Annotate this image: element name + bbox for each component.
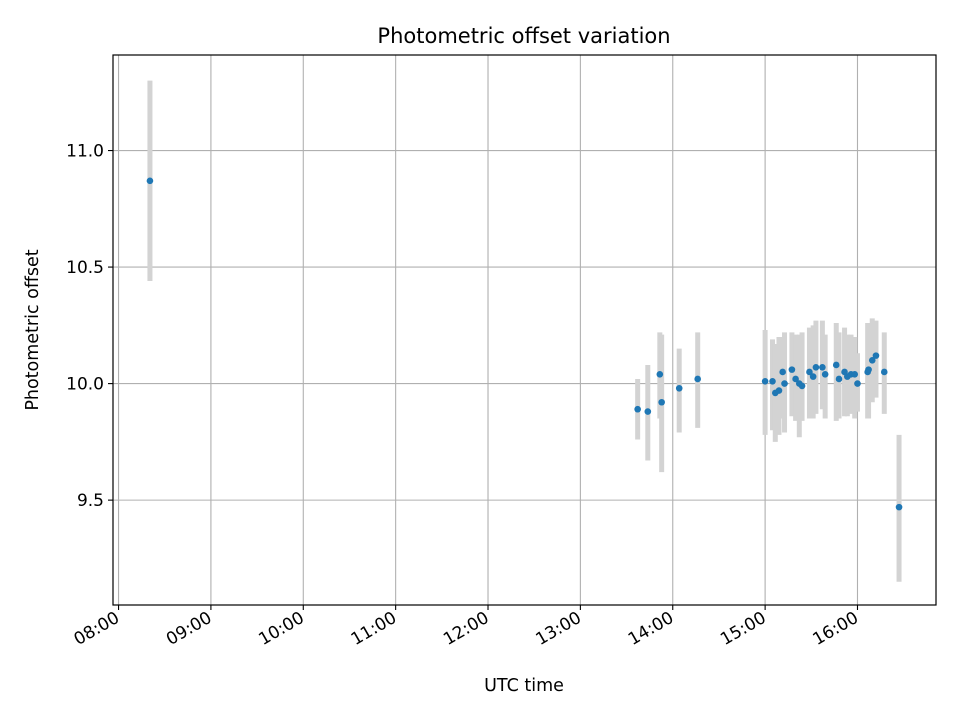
data-point [851, 370, 859, 378]
data-point [634, 405, 641, 413]
data-point [819, 363, 826, 371]
x-tick-label: 11:00 [348, 608, 400, 650]
x-tick-label: 15:00 [717, 608, 769, 650]
data-point [868, 356, 876, 364]
data-point [835, 375, 843, 383]
data-point [895, 503, 903, 511]
data-point [832, 361, 840, 369]
data-point [775, 387, 783, 394]
grid-lines [113, 55, 936, 605]
data-point [761, 377, 769, 385]
y-axis-label: Photometric offset [23, 249, 43, 410]
data-point [146, 177, 154, 185]
data-point [656, 370, 664, 378]
data-point [792, 375, 799, 383]
data-point [872, 352, 880, 359]
data-point [675, 384, 683, 392]
chart-title: Photometric offset variation [377, 24, 670, 48]
data-points [146, 177, 903, 511]
data-point [880, 368, 888, 376]
data-point [769, 377, 776, 385]
y-tick-label: 10.0 [66, 375, 104, 395]
x-axis-ticks: 08:00 09:00 10:00 11:00 12:00 13:00 14:00 15:00… [71, 605, 862, 650]
data-point [658, 398, 665, 406]
plot-frame [112, 54, 937, 606]
x-tick-label: 13:00 [532, 608, 584, 650]
x-tick-label: 14:00 [625, 608, 677, 650]
error-bars [147, 80, 902, 582]
y-axis-ticks: 9.5 10.0 10.5 11.0 [66, 142, 113, 511]
data-point [781, 380, 788, 387]
y-tick-label: 9.5 [77, 491, 104, 511]
data-point [798, 382, 806, 390]
x-tick-label: 10:00 [255, 608, 307, 650]
data-point [865, 366, 872, 373]
data-point [854, 380, 861, 387]
y-tick-label: 10.5 [66, 258, 104, 278]
y-tick-label: 11.0 [66, 142, 104, 162]
data-point [821, 370, 829, 378]
x-axis-label: UTC time [484, 676, 564, 696]
x-tick-label: 08:00 [71, 608, 123, 650]
x-tick-label: 16:00 [810, 608, 862, 650]
x-tick-label: 09:00 [163, 608, 215, 650]
data-point [806, 368, 813, 376]
data-point [644, 408, 652, 415]
x-tick-label: 12:00 [440, 608, 492, 650]
data-point [812, 363, 820, 371]
data-point [694, 375, 701, 383]
data-point [779, 368, 786, 376]
data-point [788, 366, 796, 373]
data-point [809, 373, 817, 380]
